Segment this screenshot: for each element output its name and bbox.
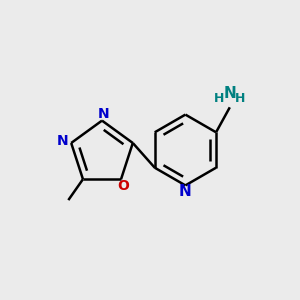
Text: H: H bbox=[235, 92, 245, 105]
Text: N: N bbox=[179, 184, 192, 200]
Text: N: N bbox=[224, 86, 236, 101]
Text: N: N bbox=[57, 134, 69, 148]
Text: H: H bbox=[214, 92, 224, 105]
Text: O: O bbox=[118, 179, 129, 193]
Text: N: N bbox=[98, 107, 109, 121]
